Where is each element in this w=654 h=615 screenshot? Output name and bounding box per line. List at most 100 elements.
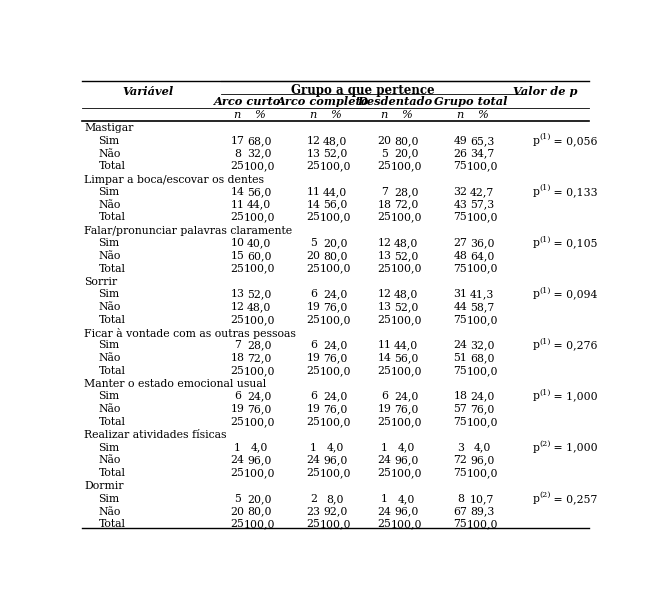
Text: 25: 25 (307, 161, 320, 172)
Text: 7: 7 (381, 187, 388, 197)
Text: 100,0: 100,0 (466, 161, 498, 172)
Text: 100,0: 100,0 (243, 264, 275, 274)
Text: 4,0: 4,0 (398, 494, 415, 504)
Text: 1: 1 (234, 443, 241, 453)
Text: p: p (533, 289, 540, 299)
Text: 5: 5 (310, 238, 317, 248)
Text: 41,3: 41,3 (470, 289, 494, 299)
Text: 100,0: 100,0 (390, 161, 422, 172)
Text: 76,0: 76,0 (247, 404, 271, 415)
Text: 24: 24 (230, 455, 245, 466)
Text: 64,0: 64,0 (470, 251, 494, 261)
Text: = 0,276: = 0,276 (549, 340, 597, 351)
Text: 56,0: 56,0 (247, 187, 271, 197)
Text: 12: 12 (377, 289, 391, 299)
Text: 65,3: 65,3 (470, 136, 494, 146)
Text: 75: 75 (453, 417, 467, 427)
Text: 14: 14 (230, 187, 245, 197)
Text: Total: Total (99, 161, 126, 172)
Text: 8: 8 (234, 149, 241, 159)
Text: 100,0: 100,0 (319, 315, 351, 325)
Text: 100,0: 100,0 (243, 315, 275, 325)
Text: 100,0: 100,0 (243, 417, 275, 427)
Text: 24,0: 24,0 (394, 392, 419, 402)
Text: 76,0: 76,0 (394, 404, 419, 415)
Text: Sim: Sim (99, 392, 120, 402)
Text: = 0,257: = 0,257 (549, 494, 597, 504)
Text: (1): (1) (539, 338, 551, 346)
Text: 52,0: 52,0 (247, 289, 271, 299)
Text: Limpar a boca/escovar os dentes: Limpar a boca/escovar os dentes (84, 175, 264, 184)
Text: 25: 25 (377, 468, 391, 478)
Text: 76,0: 76,0 (470, 404, 494, 415)
Text: Variável: Variável (122, 86, 173, 97)
Text: 6: 6 (310, 340, 317, 351)
Text: %: % (401, 110, 411, 120)
Text: 25: 25 (377, 519, 391, 530)
Text: = 0,094: = 0,094 (549, 289, 597, 299)
Text: 7: 7 (234, 340, 241, 351)
Text: 14: 14 (307, 200, 320, 210)
Text: 100,0: 100,0 (390, 417, 422, 427)
Text: 57,3: 57,3 (470, 200, 494, 210)
Text: 44,0: 44,0 (323, 187, 347, 197)
Text: 100,0: 100,0 (319, 366, 351, 376)
Text: 100,0: 100,0 (390, 519, 422, 530)
Text: 24: 24 (307, 455, 320, 466)
Text: Mastigar: Mastigar (84, 124, 133, 133)
Text: (1): (1) (539, 389, 551, 397)
Text: n: n (233, 110, 241, 120)
Text: Grupo total: Grupo total (434, 96, 508, 107)
Text: = 1,000: = 1,000 (549, 443, 597, 453)
Text: = 0,056: = 0,056 (549, 136, 597, 146)
Text: 25: 25 (307, 264, 320, 274)
Text: p: p (533, 136, 540, 146)
Text: 100,0: 100,0 (390, 264, 422, 274)
Text: = 1,000: = 1,000 (549, 392, 597, 402)
Text: 10: 10 (230, 238, 245, 248)
Text: 11: 11 (306, 187, 320, 197)
Text: 25: 25 (230, 468, 245, 478)
Text: (1): (1) (539, 287, 551, 295)
Text: 27: 27 (453, 238, 468, 248)
Text: 4,0: 4,0 (473, 443, 491, 453)
Text: 100,0: 100,0 (243, 519, 275, 530)
Text: 75: 75 (453, 264, 467, 274)
Text: Total: Total (99, 468, 126, 478)
Text: p: p (533, 443, 540, 453)
Text: p: p (533, 187, 540, 197)
Text: 75: 75 (453, 315, 467, 325)
Text: 72,0: 72,0 (394, 200, 419, 210)
Text: 56,0: 56,0 (323, 200, 347, 210)
Text: 24,0: 24,0 (323, 392, 347, 402)
Text: 75: 75 (453, 366, 467, 376)
Text: 17: 17 (230, 136, 245, 146)
Text: Dormir: Dormir (84, 482, 124, 491)
Text: 100,0: 100,0 (466, 468, 498, 478)
Text: Não: Não (99, 302, 121, 312)
Text: 20,0: 20,0 (394, 149, 419, 159)
Text: n: n (381, 110, 388, 120)
Text: 25: 25 (307, 519, 320, 530)
Text: 20,0: 20,0 (247, 494, 271, 504)
Text: 6: 6 (381, 392, 388, 402)
Text: 20: 20 (230, 507, 245, 517)
Text: Total: Total (99, 366, 126, 376)
Text: 44,0: 44,0 (394, 340, 419, 351)
Text: 49: 49 (453, 136, 467, 146)
Text: 13: 13 (230, 289, 245, 299)
Text: 34,7: 34,7 (470, 149, 494, 159)
Text: 25: 25 (377, 366, 391, 376)
Text: Sorrir: Sorrir (84, 277, 118, 287)
Text: 96,0: 96,0 (470, 455, 494, 466)
Text: 24: 24 (453, 340, 468, 351)
Text: 100,0: 100,0 (319, 264, 351, 274)
Text: 5: 5 (381, 149, 388, 159)
Text: Não: Não (99, 251, 121, 261)
Text: 100,0: 100,0 (319, 161, 351, 172)
Text: 51: 51 (453, 353, 468, 363)
Text: 25: 25 (377, 212, 391, 223)
Text: 28,0: 28,0 (247, 340, 271, 351)
Text: 12: 12 (230, 302, 245, 312)
Text: Não: Não (99, 404, 121, 415)
